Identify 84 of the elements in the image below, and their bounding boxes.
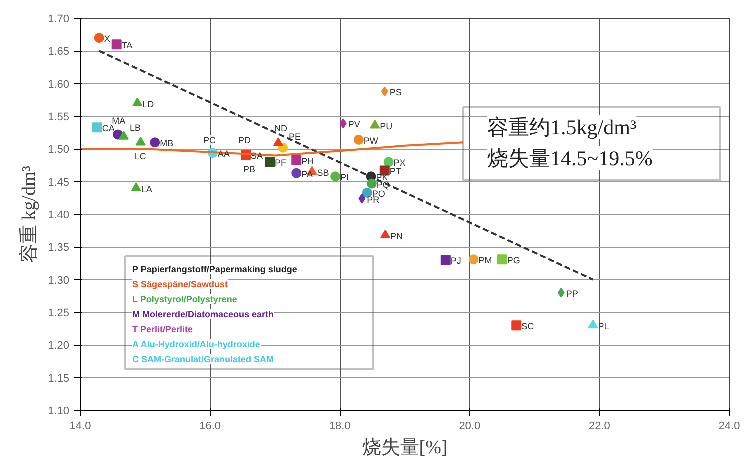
annotation: PV: [348, 120, 360, 130]
annotation: PG: [507, 256, 520, 266]
point: [340, 118, 347, 129]
y-tick-label: 1.70: [48, 14, 70, 26]
y-tick-label: 1.50: [48, 144, 70, 156]
annotation: PP: [566, 288, 578, 299]
x-tick-label: 18.0: [329, 420, 351, 432]
point: [150, 138, 160, 148]
y-axis-title: 容重 kg/dm³: [18, 166, 40, 263]
point: [381, 86, 388, 97]
point: [384, 157, 394, 168]
point: [362, 188, 372, 198]
point: [265, 157, 276, 168]
annotation: PS: [390, 88, 402, 98]
x-tick-label: 14.0: [70, 420, 92, 432]
x-tick-label: 22.0: [588, 420, 610, 432]
annotation: L Polystyrol/Polystyrene: [132, 294, 238, 304]
y-tick-label: 1.10: [48, 406, 70, 418]
point: [112, 40, 122, 50]
annotation: PA: [302, 169, 313, 180]
annotation: SC: [522, 322, 535, 332]
point: [136, 136, 146, 146]
annotation: PD: [238, 136, 252, 146]
annotation: ND: [274, 123, 288, 134]
annotation: LD: [142, 99, 155, 110]
y-tick-label: 1.45: [48, 176, 70, 189]
annotation: PM: [478, 256, 492, 266]
y-tick-label: 1.55: [48, 112, 70, 124]
annotation: 容重约1.5kg/dm³ 烧失量14.5~19.5%: [488, 116, 653, 170]
x-tick-label: 24.0: [718, 420, 740, 432]
point: [118, 131, 129, 140]
annotation: PT: [390, 166, 402, 177]
annotation: LB: [130, 122, 141, 133]
x-axis-title: 烧失量[%]: [362, 438, 448, 458]
annotation: PC: [204, 136, 217, 146]
annotation: CA: [102, 124, 115, 134]
annotation: PI: [340, 172, 350, 183]
y-tick-label: 1.40: [48, 210, 70, 222]
point: [92, 122, 102, 133]
annotation: X: [104, 34, 110, 44]
annotation: PK: [376, 172, 388, 183]
point: [292, 168, 302, 178]
x-tick-label: 20.0: [459, 420, 481, 432]
point: [292, 155, 302, 166]
annotation: A Alu-Hydroxid/Alu-hydroxide: [132, 340, 260, 350]
y-tick-label: 1.35: [48, 242, 70, 254]
point: [588, 320, 598, 329]
annotation: C SAM-Granulat/Granulated SAM: [132, 354, 274, 364]
annotation: PB: [244, 164, 256, 174]
annotation: PH: [302, 156, 314, 166]
point: [330, 172, 341, 182]
point: [512, 320, 522, 331]
annotation: MA: [112, 116, 126, 126]
annotation: PW: [364, 136, 379, 146]
point: [558, 288, 565, 298]
y-tick-label: 1.30: [48, 274, 70, 287]
annotation: PO: [372, 188, 386, 199]
point: [497, 254, 508, 265]
y-tick-label: 1.65: [48, 46, 70, 58]
y-tick-label: 1.20: [48, 340, 70, 352]
annotation: PJ: [450, 256, 462, 266]
annotation: LA: [141, 184, 152, 194]
annotation: SB: [317, 168, 330, 178]
annotation: S Sägespäne/Sawdust: [132, 280, 228, 290]
y-tick-label: 1.60: [48, 78, 70, 91]
point: [132, 98, 143, 107]
annotation: PU: [380, 122, 393, 132]
point: [94, 33, 104, 44]
annotation: MB: [160, 138, 174, 149]
point: [131, 182, 142, 192]
x-tick-label: 16.0: [200, 420, 222, 432]
annotation: LC: [134, 152, 147, 162]
annotation: M Molererde/Diatomaceous earth: [132, 310, 274, 320]
point: [468, 254, 479, 265]
annotation: P Papierfangstoff/Papermaking sludge: [132, 264, 298, 274]
annotation: PF: [275, 158, 288, 168]
annotation: TA: [122, 40, 133, 51]
annotation: PN: [390, 231, 404, 242]
y-tick-label: 1.15: [48, 372, 70, 385]
point: [370, 120, 380, 129]
annotation: PX: [394, 158, 406, 168]
annotation: T Perlit/Perlite: [132, 324, 194, 334]
y-tick-label: 1.25: [48, 308, 70, 320]
point: [358, 194, 366, 204]
